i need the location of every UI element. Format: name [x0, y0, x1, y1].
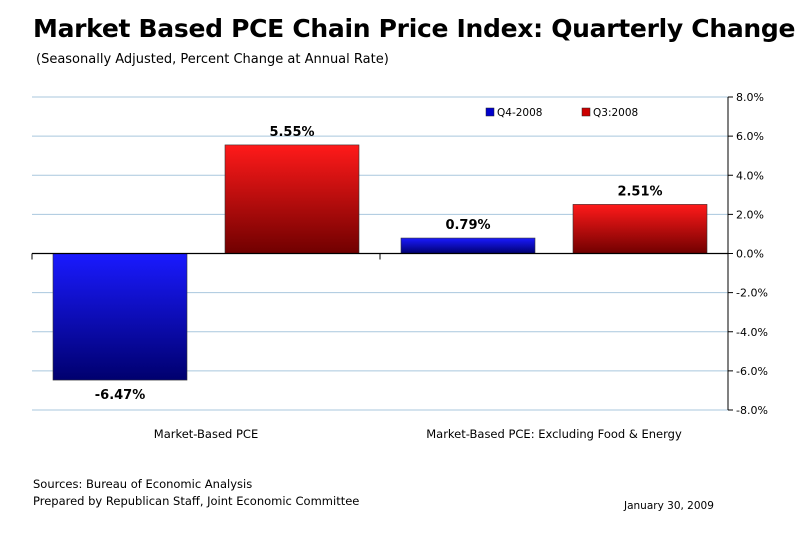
y-tick-label: -6.0% [736, 365, 768, 378]
date-note: January 30, 2009 [624, 500, 714, 512]
prepared-by-note: Prepared by Republican Staff, Joint Econ… [33, 494, 360, 508]
bar-q4-2008 [400, 237, 536, 254]
category-label: Market-Based PCE [154, 427, 258, 441]
y-tick-label: 4.0% [736, 169, 764, 182]
chart-subtitle: (Seasonally Adjusted, Percent Change at … [36, 52, 389, 67]
chart-title: Market Based PCE Chain Price Index: Quar… [33, 14, 796, 43]
bar-q4-2008 [52, 253, 188, 381]
source-note: Sources: Bureau of Economic Analysis [33, 477, 253, 491]
bar-q3-2008 [224, 144, 360, 254]
category-label: Market-Based PCE: Excluding Food & Energ… [426, 427, 682, 441]
y-tick-label: 2.0% [736, 208, 764, 221]
legend-swatch-q4-2008 [485, 107, 495, 117]
y-tick-label: 6.0% [736, 130, 764, 143]
data-label: -6.47% [95, 388, 146, 403]
data-label: 5.55% [269, 125, 314, 140]
y-tick-label: 8.0% [736, 91, 764, 104]
data-label: 0.79% [445, 218, 490, 233]
data-label: 2.51% [617, 184, 662, 199]
y-tick-label: -8.0% [736, 404, 768, 417]
y-tick-label: 0.0% [736, 248, 764, 261]
legend-label: Q3:2008 [593, 107, 638, 119]
y-tick-label: -4.0% [736, 326, 768, 339]
bar-q3-2008 [572, 204, 708, 254]
legend-label: Q4-2008 [497, 107, 542, 119]
y-tick-label: -2.0% [736, 287, 768, 300]
legend-swatch-q3-2008 [581, 107, 591, 117]
